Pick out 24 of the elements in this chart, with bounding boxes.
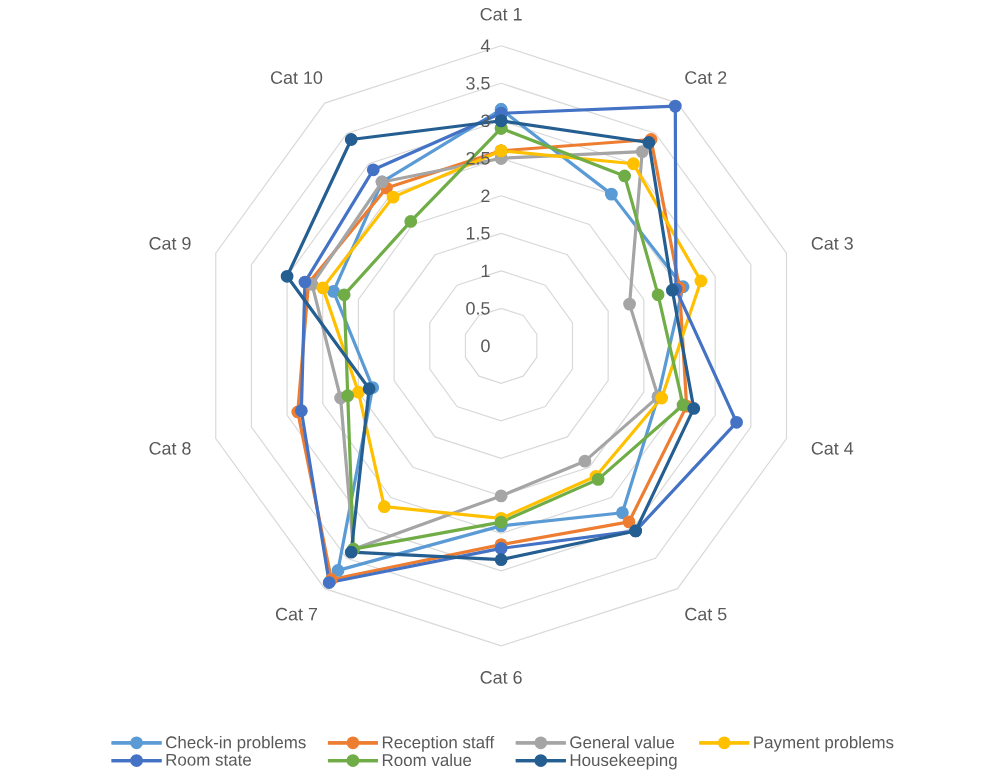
- y-tick-label: 4: [480, 39, 490, 52]
- y-tick-label: 0.5: [466, 301, 490, 315]
- spoke-label: Cat 9: [149, 237, 191, 250]
- legend-label: Check-in problems: [166, 735, 306, 752]
- spoke-label: Cat 4: [811, 441, 854, 455]
- spoke-label: Cat 3: [811, 237, 853, 250]
- legend-label: Room value: [382, 753, 472, 767]
- spoke-label: Cat 5: [685, 607, 727, 621]
- spoke-label: Cat 8: [149, 441, 191, 455]
- legend-label: Room state: [166, 753, 251, 766]
- y-tick-label: 0: [481, 339, 490, 353]
- y-tick-label: 2: [481, 189, 490, 203]
- spoke-label: Cat 10: [270, 71, 323, 84]
- spoke-label: Cat 2: [685, 71, 727, 84]
- spoke-label: Cat 1: [480, 7, 522, 21]
- spoke-label: Cat 6: [480, 671, 522, 684]
- y-tick-label: 1.5: [466, 227, 490, 240]
- legend-label: General value: [570, 735, 675, 749]
- legend-label: Reception staff: [382, 735, 495, 752]
- spoke-label: Cat 7: [275, 607, 317, 621]
- y-tick-label: 1: [481, 264, 490, 277]
- legend-label: Payment problems: [754, 735, 894, 752]
- y-tick-label: 3.5: [466, 76, 490, 90]
- legend-label: Housekeeping: [570, 753, 677, 770]
